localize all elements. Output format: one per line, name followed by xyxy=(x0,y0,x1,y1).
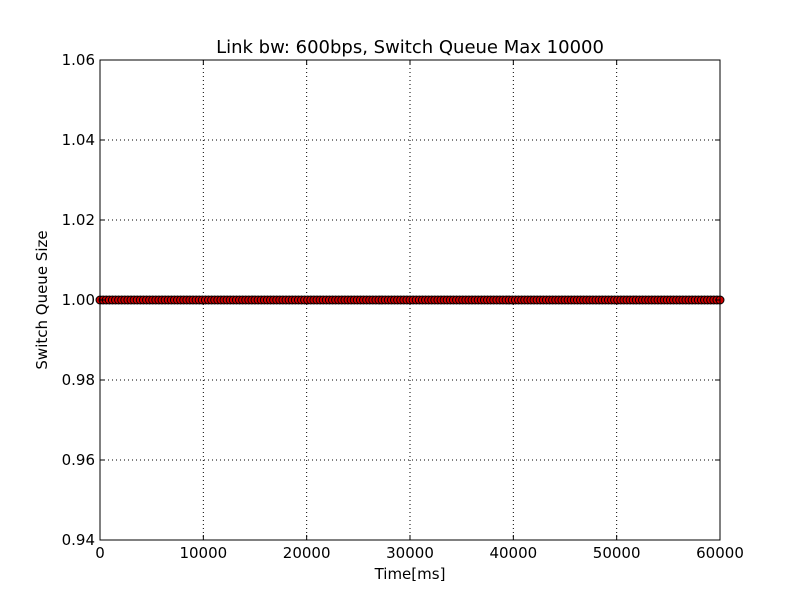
x-tick-label: 50000 xyxy=(593,544,641,562)
y-tick-label: 1.02 xyxy=(62,211,95,229)
x-tick-label: 60000 xyxy=(696,544,744,562)
x-tick-label: 10000 xyxy=(179,544,227,562)
y-tick-label: 1.06 xyxy=(62,51,95,69)
y-axis-label: Switch Queue Size xyxy=(33,230,51,369)
y-tick-label: 1.00 xyxy=(62,291,95,309)
x-tick-label: 20000 xyxy=(283,544,331,562)
data-series xyxy=(95,295,725,305)
axis-ticks xyxy=(99,59,721,541)
x-tick-labels: 0 10000 20000 30000 40000 50000 60000 xyxy=(95,544,744,562)
chart-title: Link bw: 600bps, Switch Queue Max 10000 xyxy=(216,37,604,58)
x-tick-label: 0 xyxy=(95,544,105,562)
y-tick-labels: 0.94 0.96 0.98 1.00 1.02 1.04 1.06 xyxy=(62,51,95,549)
y-tick-label: 0.96 xyxy=(62,451,95,469)
x-tick-label: 40000 xyxy=(489,544,537,562)
y-tick-label: 0.98 xyxy=(62,371,95,389)
x-axis-label: Time[ms] xyxy=(374,565,446,583)
x-tick-label: 30000 xyxy=(386,544,434,562)
y-tick-label: 1.04 xyxy=(62,131,95,149)
y-tick-label: 0.94 xyxy=(62,531,95,549)
